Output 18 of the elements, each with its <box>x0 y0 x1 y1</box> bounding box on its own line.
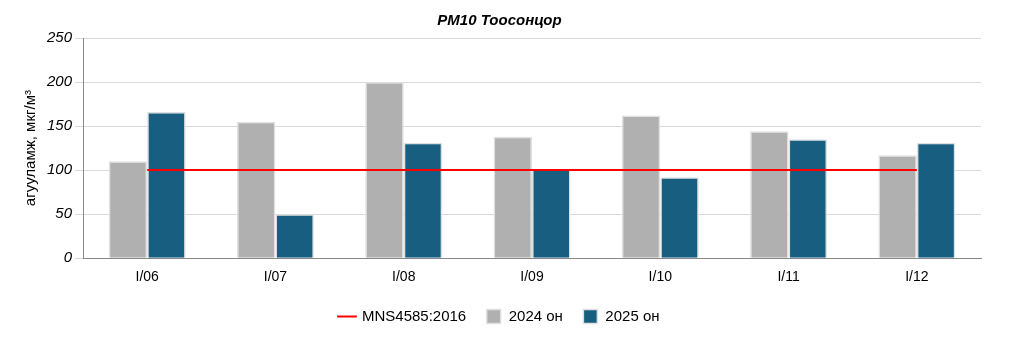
y-axis-title: агууламж, мкг/м³ <box>21 90 39 207</box>
x-tick-label: I/10 <box>648 268 673 285</box>
chart-title: PM10 Тоосонцор <box>437 11 562 29</box>
legend-label: 2025 он <box>605 306 660 324</box>
y-tick-label: 200 <box>46 72 73 90</box>
x-tick-label: I/09 <box>520 268 544 285</box>
y-tick-label: 250 <box>46 28 73 46</box>
x-tick-label: I/07 <box>263 268 288 285</box>
legend-label: 2024 он <box>508 306 563 324</box>
y-tick-label: 100 <box>47 160 73 178</box>
y-tick-label: 150 <box>47 116 73 134</box>
y-tick-label: 0 <box>63 248 73 266</box>
legend-label: MNS4585:2016 <box>361 306 467 324</box>
x-tick-label: I/06 <box>135 268 160 285</box>
x-tick-label: I/11 <box>777 268 800 285</box>
x-tick-label: I/12 <box>905 268 929 285</box>
y-tick-label: 50 <box>55 204 73 222</box>
x-tick-label: I/08 <box>392 268 416 285</box>
